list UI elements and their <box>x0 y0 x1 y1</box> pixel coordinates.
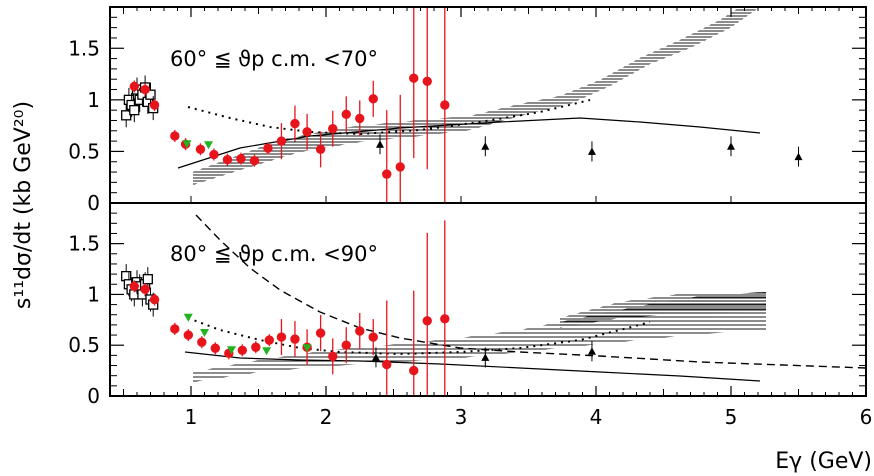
data-point-green-triangle <box>182 140 192 149</box>
data-point-open-square <box>142 274 153 285</box>
data-point-open-square <box>129 105 140 116</box>
data-point-red-circle <box>355 113 365 124</box>
data-point-red-circle <box>195 144 206 155</box>
data-point-red-circle <box>409 365 419 376</box>
x-axis-title: Eγ (GeV) <box>775 449 872 474</box>
data-point-green-triangle <box>302 344 312 353</box>
data-point-green-triangle <box>262 347 272 356</box>
data-point-red-circle <box>328 124 338 134</box>
data-point-red-circle <box>290 334 300 344</box>
bottom-panel-label: 80° ≦ ϑp c.m. <90° <box>170 242 378 266</box>
top-theory-dotted-line <box>187 99 591 136</box>
top-theory-solid-line <box>177 117 761 169</box>
data-point-open-square <box>121 110 132 121</box>
data-point-red-circle <box>395 162 405 172</box>
y-axis-title: s¹¹dσ/dt (kb GeV²⁰) <box>11 101 36 309</box>
data-point-red-circle <box>129 281 140 291</box>
data-point-red-circle <box>210 343 221 353</box>
data-point-red-circle <box>149 294 160 305</box>
data-point-red-circle <box>264 335 274 345</box>
data-point-red-circle <box>209 149 219 160</box>
data-point-black-triangle <box>376 140 384 148</box>
data-point-red-circle <box>290 118 300 129</box>
data-point-red-circle <box>368 332 378 342</box>
data-point-red-circle <box>249 156 260 166</box>
data-point-black-triangle <box>587 147 596 155</box>
data-point-red-circle <box>140 84 150 95</box>
data-point-black-triangle <box>371 353 380 361</box>
data-point-green-triangle <box>204 141 214 150</box>
bottom-theory-dashed-long <box>195 214 866 369</box>
top-theory-band-hatched <box>193 7 820 185</box>
data-point-black-triangle <box>481 353 490 361</box>
x-tick-label: 6 <box>860 405 873 429</box>
data-point-black-triangle <box>727 142 735 150</box>
data-point-red-circle <box>170 131 180 141</box>
data-point-red-circle <box>382 359 392 370</box>
top-panel-marks <box>121 7 803 203</box>
data-point-red-circle <box>129 81 140 92</box>
top-panel-theory <box>177 7 820 185</box>
y-tick-label: 1.5 <box>68 36 100 60</box>
data-point-red-circle <box>183 330 194 340</box>
data-point-red-circle <box>197 337 207 347</box>
y-tick-label: 0.5 <box>68 333 100 357</box>
data-point-red-circle <box>368 94 378 104</box>
bottom-panel-marks <box>121 220 596 396</box>
data-point-red-circle <box>170 324 180 334</box>
bottom-theory-band-upper <box>560 292 766 328</box>
data-point-red-circle <box>422 316 432 326</box>
y-tick-label: 1 <box>87 88 100 112</box>
data-point-black-triangle <box>481 142 490 150</box>
data-point-open-square <box>145 89 156 100</box>
data-point-red-circle <box>276 332 287 342</box>
data-point-green-triangle <box>183 313 193 322</box>
data-point-red-circle <box>236 153 246 164</box>
data-point-red-circle <box>341 109 351 119</box>
data-point-red-circle <box>315 328 326 338</box>
data-point-red-circle <box>263 143 273 154</box>
data-point-red-circle <box>422 76 432 86</box>
data-point-red-circle <box>328 351 338 362</box>
data-point-black-triangle <box>794 152 803 161</box>
data-point-green-triangle <box>200 329 209 338</box>
data-point-red-circle <box>382 169 392 179</box>
data-point-red-circle <box>140 284 150 295</box>
data-point-red-circle <box>341 340 351 350</box>
y-tick-label: 0.5 <box>68 139 100 163</box>
data-point-red-circle <box>440 314 450 324</box>
x-tick-label: 4 <box>590 405 603 429</box>
data-point-red-circle <box>315 144 326 155</box>
data-point-red-circle <box>251 342 261 352</box>
data-point-red-circle <box>409 73 419 83</box>
y-tick-label: 0 <box>87 191 100 215</box>
y-tick-label: 1.5 <box>68 232 100 256</box>
data-point-red-circle <box>276 136 287 146</box>
data-point-black-triangle <box>587 347 596 355</box>
x-tick-label: 1 <box>185 405 198 429</box>
bottom-theory-solid-line <box>184 351 761 382</box>
top-panel-label: 60° ≦ ϑp c.m. <70° <box>170 47 378 71</box>
x-tick-label: 2 <box>320 405 333 429</box>
x-tick-label: 3 <box>455 405 468 429</box>
x-tick-label: 5 <box>725 405 738 429</box>
y-tick-label: 0 <box>87 384 100 408</box>
data-point-red-circle <box>149 100 160 110</box>
data-point-red-circle <box>237 345 248 355</box>
axes: 1 2 3 4 5 6 0 0.5 1 1.5 0 0.5 1 1.5 <box>68 7 872 429</box>
bottom-panel-theory <box>184 214 866 382</box>
data-point-red-circle <box>302 127 312 137</box>
data-point-red-circle <box>440 100 450 110</box>
y-tick-label: 1 <box>87 282 100 306</box>
data-point-green-triangle <box>227 346 236 355</box>
data-point-red-circle <box>355 326 365 336</box>
data-point-red-circle <box>222 154 233 165</box>
